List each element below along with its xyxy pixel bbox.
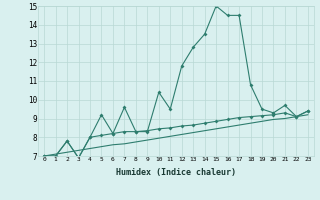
X-axis label: Humidex (Indice chaleur): Humidex (Indice chaleur) [116,168,236,177]
